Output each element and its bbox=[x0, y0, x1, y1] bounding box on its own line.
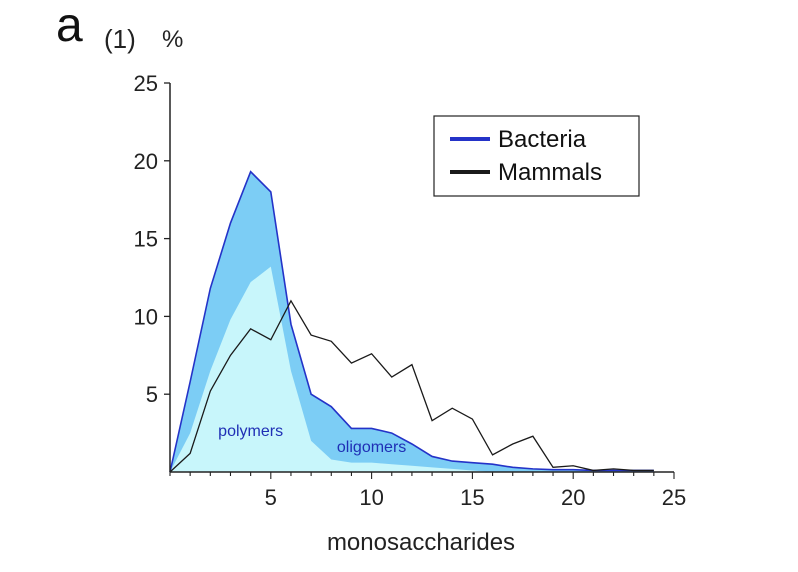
y-tick-label: 15 bbox=[134, 227, 158, 252]
polymers-inner-area bbox=[170, 266, 493, 472]
bacteria-line bbox=[169, 170, 654, 473]
y-tick-label: 5 bbox=[146, 382, 158, 407]
x-tick-label: 20 bbox=[561, 485, 585, 510]
legend-box bbox=[433, 115, 640, 197]
y-tick-label: 25 bbox=[134, 71, 158, 96]
mammals-line bbox=[169, 299, 654, 473]
x-tick-label: 10 bbox=[359, 485, 383, 510]
annotations: polymers oligomers bbox=[218, 423, 406, 456]
axes: 5 10 15 20 25 5 10 15 20 25 monosaccharides bbox=[134, 71, 687, 556]
x-tick-label: 15 bbox=[460, 485, 484, 510]
y-tick-label: 20 bbox=[134, 149, 158, 174]
region-label: polymers bbox=[218, 423, 283, 440]
x-tick-label: 5 bbox=[265, 485, 277, 510]
legend-label-bacteria: Bacteria bbox=[498, 126, 587, 153]
x-axis-title: monosaccharides bbox=[327, 529, 515, 556]
legend-label-mammals: Mammals bbox=[498, 159, 602, 186]
y-tick-label: 10 bbox=[134, 304, 158, 329]
panel-letter: a bbox=[56, 0, 83, 52]
region-label: oligomers bbox=[337, 439, 406, 456]
x-tick-label: 25 bbox=[662, 485, 686, 510]
y-unit-label: % bbox=[162, 26, 184, 53]
panel-sublabel: (1) bbox=[104, 24, 136, 54]
legend: Bacteria Mammals bbox=[433, 115, 640, 197]
